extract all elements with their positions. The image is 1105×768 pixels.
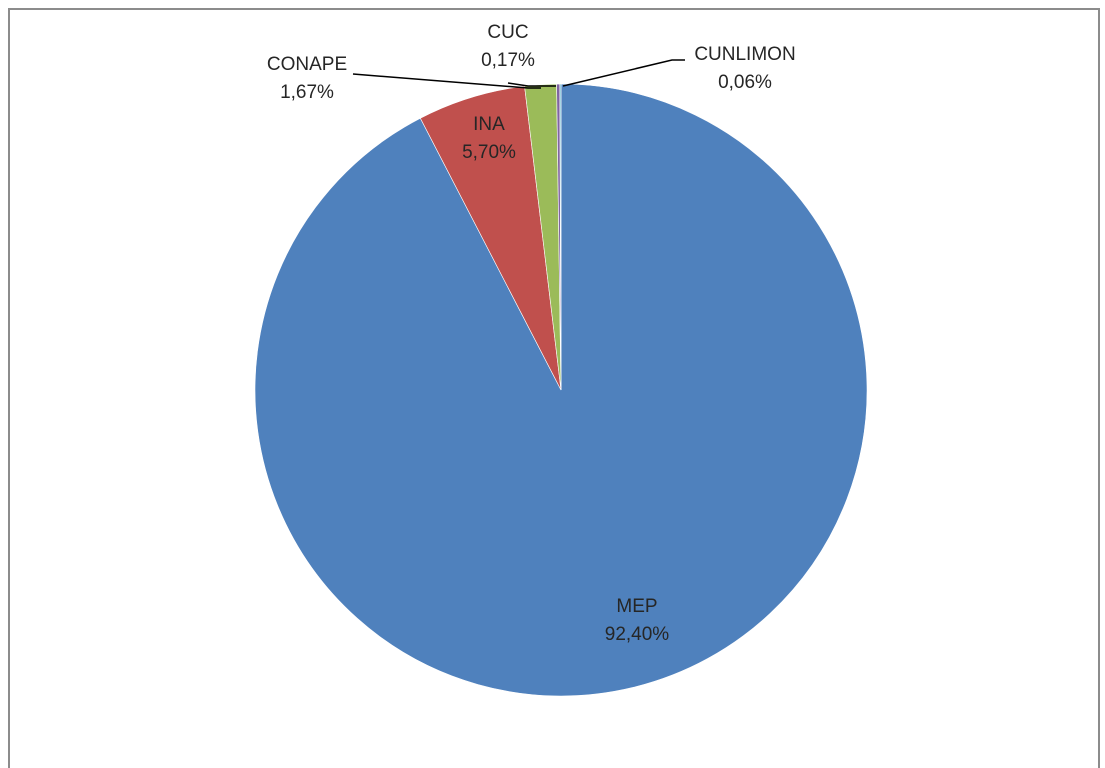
slice-percentage-ina: 5,70%: [462, 142, 516, 163]
slice-labels: MEP 92,40% INA 5,70% CONAPE 1,67% CUC 0,17% CUNL…: [267, 22, 796, 645]
leader-line-conape: [352, 73, 541, 89]
slice-category-conape: CONAPE: [267, 54, 347, 75]
slice-percentage-mep: 92,40%: [605, 624, 670, 645]
slice-category-ina: INA: [473, 114, 505, 135]
slice-label-mep: MEP 92,40%: [605, 596, 670, 645]
slice-category-cuc: CUC: [487, 22, 528, 43]
slice-category-mep: MEP: [616, 596, 657, 617]
leader-line-cuc: [507, 82, 556, 87]
pie-slice-cunlimon: [559, 83, 562, 391]
slice-percentage-conape: 1,67%: [280, 82, 334, 103]
slice-label-cunlimon: CUNLIMON 0,06%: [694, 44, 795, 93]
slice-category-cunlimon: CUNLIMON: [694, 44, 795, 65]
slice-label-cuc: CUC 0,17%: [481, 22, 535, 71]
leader-lines: [352, 59, 685, 89]
pie-slices: [254, 83, 868, 697]
slice-label-ina: INA 5,70%: [462, 114, 516, 163]
slice-label-conape: CONAPE 1,67%: [267, 54, 347, 103]
leader-line-cunlimon: [562, 59, 685, 87]
slice-percentage-cuc: 0,17%: [481, 50, 535, 71]
slice-percentage-cunlimon: 0,06%: [718, 72, 772, 93]
